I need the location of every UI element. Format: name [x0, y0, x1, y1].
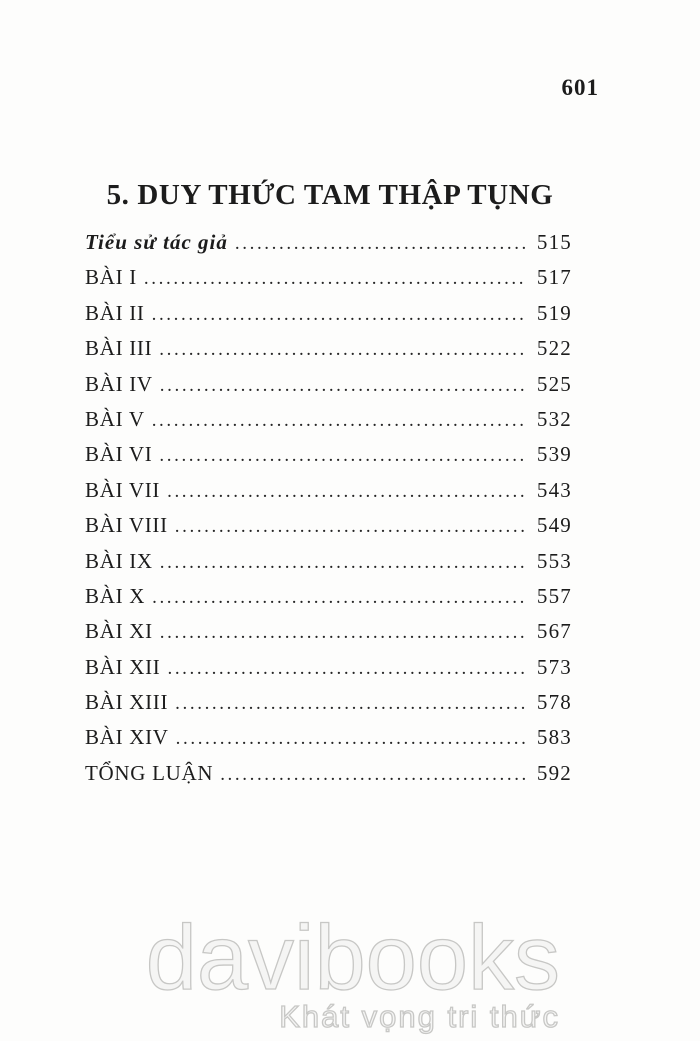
- toc-entry-label: BÀI XI: [85, 619, 153, 644]
- toc-page-number: 522: [536, 336, 572, 361]
- toc-page-number: 553: [536, 548, 572, 573]
- toc-entry-label: BÀI VII: [85, 477, 161, 502]
- toc-row: BÀI XII ................................…: [85, 655, 572, 690]
- toc-entry-label: BÀI VI: [85, 442, 153, 467]
- toc-page-number: 532: [536, 406, 572, 431]
- toc-row: BÀI I ..................................…: [85, 265, 572, 300]
- toc-page-number: 557: [536, 583, 572, 608]
- toc-dot-leader: ........................................…: [143, 268, 526, 290]
- toc-dot-leader: ........................................…: [167, 480, 526, 502]
- toc-row: BÀI IX .................................…: [85, 549, 572, 584]
- toc-entry-label: BÀI III: [85, 336, 153, 361]
- toc-dot-leader: ........................................…: [159, 445, 526, 467]
- toc-row: TỔNG LUẬN ..............................…: [85, 761, 572, 796]
- toc-entry-label: BÀI IX: [85, 548, 153, 573]
- toc-dot-leader: ........................................…: [152, 586, 526, 608]
- toc-dot-leader: ........................................…: [167, 657, 526, 679]
- toc-page-number: 567: [536, 619, 572, 644]
- toc-row: BÀI VI .................................…: [85, 442, 572, 477]
- toc-list: Tiểu sử tác giả ........................…: [85, 230, 572, 796]
- toc-dot-leader: ........................................…: [151, 409, 526, 431]
- toc-page-number: 515: [536, 230, 572, 254]
- toc-dot-leader: ........................................…: [234, 233, 526, 254]
- toc-page-number: 573: [536, 654, 572, 679]
- toc-entry-label: TỔNG LUẬN: [85, 760, 214, 785]
- toc-page-number: 549: [536, 513, 572, 538]
- toc-dot-leader: ........................................…: [175, 728, 526, 750]
- toc-page-number: 525: [536, 371, 572, 396]
- toc-row: BÀI XI .................................…: [85, 619, 572, 654]
- toc-dot-leader: ........................................…: [159, 551, 526, 573]
- watermark-tagline: Khát vọng tri thức: [279, 999, 560, 1034]
- toc-entry-label: BÀI XIII: [85, 690, 169, 715]
- toc-row: BÀI III ................................…: [85, 336, 572, 371]
- toc-page-number: 578: [536, 690, 572, 715]
- toc-entry-label: BÀI IV: [85, 371, 153, 396]
- toc-dot-leader: ........................................…: [151, 303, 526, 325]
- toc-entry-label: BÀI V: [85, 406, 145, 431]
- watermark-brand: davibooks: [145, 907, 561, 1009]
- toc-page-number: 543: [536, 477, 572, 502]
- toc-page-number: 519: [536, 300, 572, 325]
- toc-dot-leader: ........................................…: [220, 763, 526, 785]
- toc-row: BÀI II .................................…: [85, 301, 572, 336]
- toc-page-number: 583: [536, 725, 572, 750]
- toc-dot-leader: ........................................…: [174, 516, 526, 538]
- chapter-title: 5. DUY THỨC TAM THẬP TỤNG: [106, 179, 554, 212]
- toc-page-number: 592: [536, 760, 572, 785]
- toc-entry-label: BÀI VIII: [85, 513, 168, 538]
- toc-row: BÀI IV .................................…: [85, 372, 572, 407]
- toc-page-number: 539: [536, 442, 572, 467]
- toc-row: BÀI VII ................................…: [85, 478, 572, 513]
- toc-row: Tiểu sử tác giả ........................…: [85, 230, 572, 265]
- toc-entry-label: BÀI XIV: [85, 725, 169, 750]
- toc-row: BÀI V ..................................…: [85, 407, 572, 442]
- toc-dot-leader: ........................................…: [159, 339, 526, 361]
- toc-entry-label: BÀI II: [85, 300, 145, 325]
- toc-entry-label: BÀI X: [85, 583, 146, 608]
- watermark: davibooks Khát vọng tri thức: [145, 907, 561, 1034]
- toc-row: BÀI VIII ...............................…: [85, 513, 572, 548]
- toc-dot-leader: ........................................…: [159, 622, 526, 644]
- toc-row: BÀI X ..................................…: [85, 584, 572, 619]
- toc-entry-label: BÀI I: [85, 265, 137, 290]
- toc-dot-leader: ........................................…: [175, 693, 526, 715]
- toc-entry-label: BÀI XII: [85, 654, 161, 679]
- toc-page-number: 517: [536, 265, 572, 290]
- toc-entry-label: Tiểu sử tác giả: [85, 230, 228, 254]
- toc-row: BÀI XIII ...............................…: [85, 690, 572, 725]
- toc-row: BÀI XIV ................................…: [85, 725, 572, 760]
- toc-dot-leader: ........................................…: [159, 374, 526, 396]
- page-number: 601: [561, 75, 599, 100]
